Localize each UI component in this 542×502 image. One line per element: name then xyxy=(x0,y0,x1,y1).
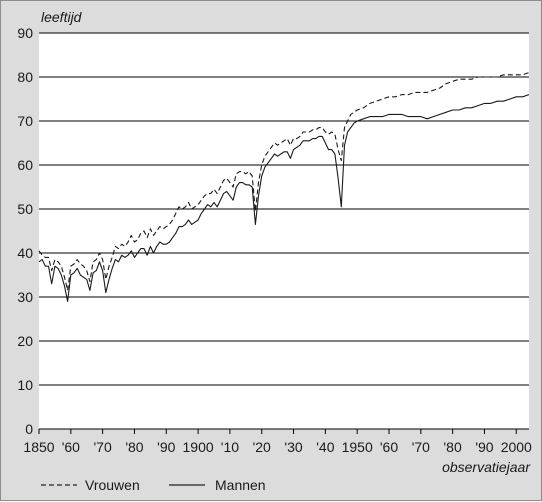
x-tick-label: '80 xyxy=(444,439,462,455)
x-tick-label: '90 xyxy=(157,439,175,455)
x-tick-label: '70 xyxy=(94,439,112,455)
legend-label-mannen: Mannen xyxy=(215,477,266,493)
x-tick-label: '70 xyxy=(412,439,430,455)
series-line-mannen xyxy=(38,94,530,302)
y-tick-label: 20 xyxy=(17,333,33,349)
y-axis: 0 10 20 30 40 50 60 70 80 90 xyxy=(17,25,33,437)
x-tick-label: 1900 xyxy=(183,439,214,455)
x-tick-label: '40 xyxy=(316,439,334,455)
y-tick-label: 50 xyxy=(17,201,33,217)
series-line-vrouwen xyxy=(38,72,530,291)
grid-lines xyxy=(39,32,529,430)
y-tick-label: 40 xyxy=(17,245,33,261)
x-tick-label: '60 xyxy=(380,439,398,455)
x-axis-title: observatiejaar xyxy=(442,459,531,475)
x-tick-label: '10 xyxy=(221,439,239,455)
y-axis-title: leeftijd xyxy=(41,9,83,25)
legend: Vrouwen Mannen xyxy=(41,477,266,493)
x-axis: 1850 '60 '70 '80 '90 1900 '10 '20 '30 '40 1950 '60 '… xyxy=(23,429,532,455)
x-tick-label: 1950 xyxy=(342,439,373,455)
x-tick-label: '90 xyxy=(475,439,493,455)
x-tick-label: '80 xyxy=(125,439,143,455)
y-tick-label: 30 xyxy=(17,289,33,305)
x-tick-label: '30 xyxy=(284,439,302,455)
x-tick-label: 1850 xyxy=(23,439,54,455)
x-tick-label: 2000 xyxy=(501,439,532,455)
x-tick-label: '60 xyxy=(62,439,80,455)
y-tick-label: 0 xyxy=(25,421,33,437)
x-tick-label: '20 xyxy=(253,439,271,455)
plot-area xyxy=(39,33,529,429)
y-tick-label: 90 xyxy=(17,25,33,41)
series-lines xyxy=(38,72,530,302)
y-tick-label: 80 xyxy=(17,69,33,85)
y-tick-label: 10 xyxy=(17,377,33,393)
y-tick-label: 60 xyxy=(17,157,33,173)
y-tick-label: 70 xyxy=(17,113,33,129)
legend-label-vrouwen: Vrouwen xyxy=(85,477,140,493)
